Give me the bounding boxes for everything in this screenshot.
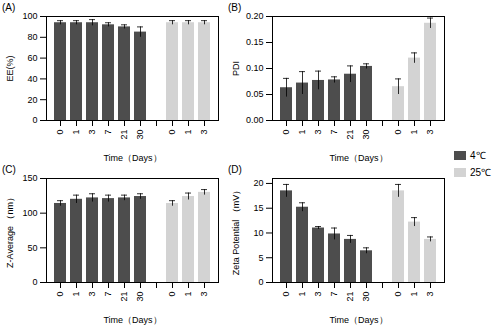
svg-text:20: 20 <box>253 178 263 188</box>
svg-text:Zeta Potential （mV）: Zeta Potential （mV） <box>231 185 241 275</box>
svg-text:PDI: PDI <box>231 60 241 75</box>
svg-text:3: 3 <box>313 129 323 134</box>
svg-text:Time（Days）: Time（Days） <box>329 152 387 162</box>
svg-text:1: 1 <box>71 291 81 296</box>
svg-text:30: 30 <box>361 291 371 301</box>
svg-text:0: 0 <box>281 291 291 296</box>
svg-text:1: 1 <box>409 129 419 134</box>
svg-text:15: 15 <box>253 203 263 213</box>
svg-text:1: 1 <box>297 129 307 134</box>
svg-text:1: 1 <box>183 291 193 296</box>
svg-text:0.10: 0.10 <box>246 63 264 73</box>
svg-text:3: 3 <box>425 129 435 134</box>
svg-text:1: 1 <box>409 291 419 296</box>
svg-text:5: 5 <box>258 252 263 262</box>
svg-text:1: 1 <box>183 129 193 134</box>
html-text:4℃: 4℃ <box>470 150 486 161</box>
html-text:(C): (C) <box>2 163 16 175</box>
svg-text:3: 3 <box>87 129 97 134</box>
svg-text:Time（Days）: Time（Days） <box>103 152 161 162</box>
svg-text:30: 30 <box>361 129 371 139</box>
svg-text:21: 21 <box>119 291 129 301</box>
svg-text:0: 0 <box>167 129 177 134</box>
svg-text:0: 0 <box>393 291 403 296</box>
svg-text:100: 100 <box>22 208 37 218</box>
html-text:(D): (D) <box>228 163 242 175</box>
svg-text:EE(%): EE(%) <box>5 55 15 81</box>
html-text:(B): (B) <box>228 1 242 13</box>
svg-text:10: 10 <box>253 227 263 237</box>
svg-text:0: 0 <box>393 129 403 134</box>
svg-text:100: 100 <box>22 11 37 21</box>
svg-text:150: 150 <box>22 173 37 183</box>
svg-text:80: 80 <box>27 32 37 42</box>
svg-text:3: 3 <box>425 291 435 296</box>
svg-text:0: 0 <box>281 129 291 134</box>
svg-text:7: 7 <box>329 129 339 134</box>
svg-text:20: 20 <box>27 94 37 104</box>
svg-text:0: 0 <box>55 291 65 296</box>
svg-text:21: 21 <box>345 291 355 301</box>
svg-text:0: 0 <box>167 291 177 296</box>
svg-text:Time（Days）: Time（Days） <box>329 314 387 324</box>
svg-text:1: 1 <box>297 291 307 296</box>
svg-text:50: 50 <box>27 242 37 252</box>
svg-text:60: 60 <box>27 52 37 62</box>
svg-text:30: 30 <box>135 291 145 301</box>
svg-text:0: 0 <box>32 277 37 287</box>
svg-text:0: 0 <box>32 115 37 125</box>
svg-text:0: 0 <box>258 277 263 287</box>
svg-text:0.05: 0.05 <box>246 89 264 99</box>
svg-text:3: 3 <box>87 291 97 296</box>
svg-text:1: 1 <box>71 129 81 134</box>
svg-text:30: 30 <box>135 129 145 139</box>
svg-text:40: 40 <box>27 73 37 83</box>
svg-text:0.00: 0.00 <box>246 115 264 125</box>
svg-text:3: 3 <box>199 291 209 296</box>
svg-text:3: 3 <box>313 291 323 296</box>
svg-text:7: 7 <box>103 129 113 134</box>
svg-text:21: 21 <box>119 129 129 139</box>
svg-text:Z-Average （nm）: Z-Average （nm） <box>5 193 15 268</box>
html-text:(A): (A) <box>2 1 16 13</box>
svg-text:0: 0 <box>55 129 65 134</box>
svg-text:0.15: 0.15 <box>246 37 264 47</box>
svg-text:Time（Days）: Time（Days） <box>103 314 161 324</box>
svg-text:21: 21 <box>345 129 355 139</box>
svg-text:7: 7 <box>329 291 339 296</box>
svg-text:3: 3 <box>199 129 209 134</box>
svg-text:0.20: 0.20 <box>246 11 264 21</box>
svg-text:7: 7 <box>103 291 113 296</box>
html-text:25℃: 25℃ <box>470 167 492 178</box>
